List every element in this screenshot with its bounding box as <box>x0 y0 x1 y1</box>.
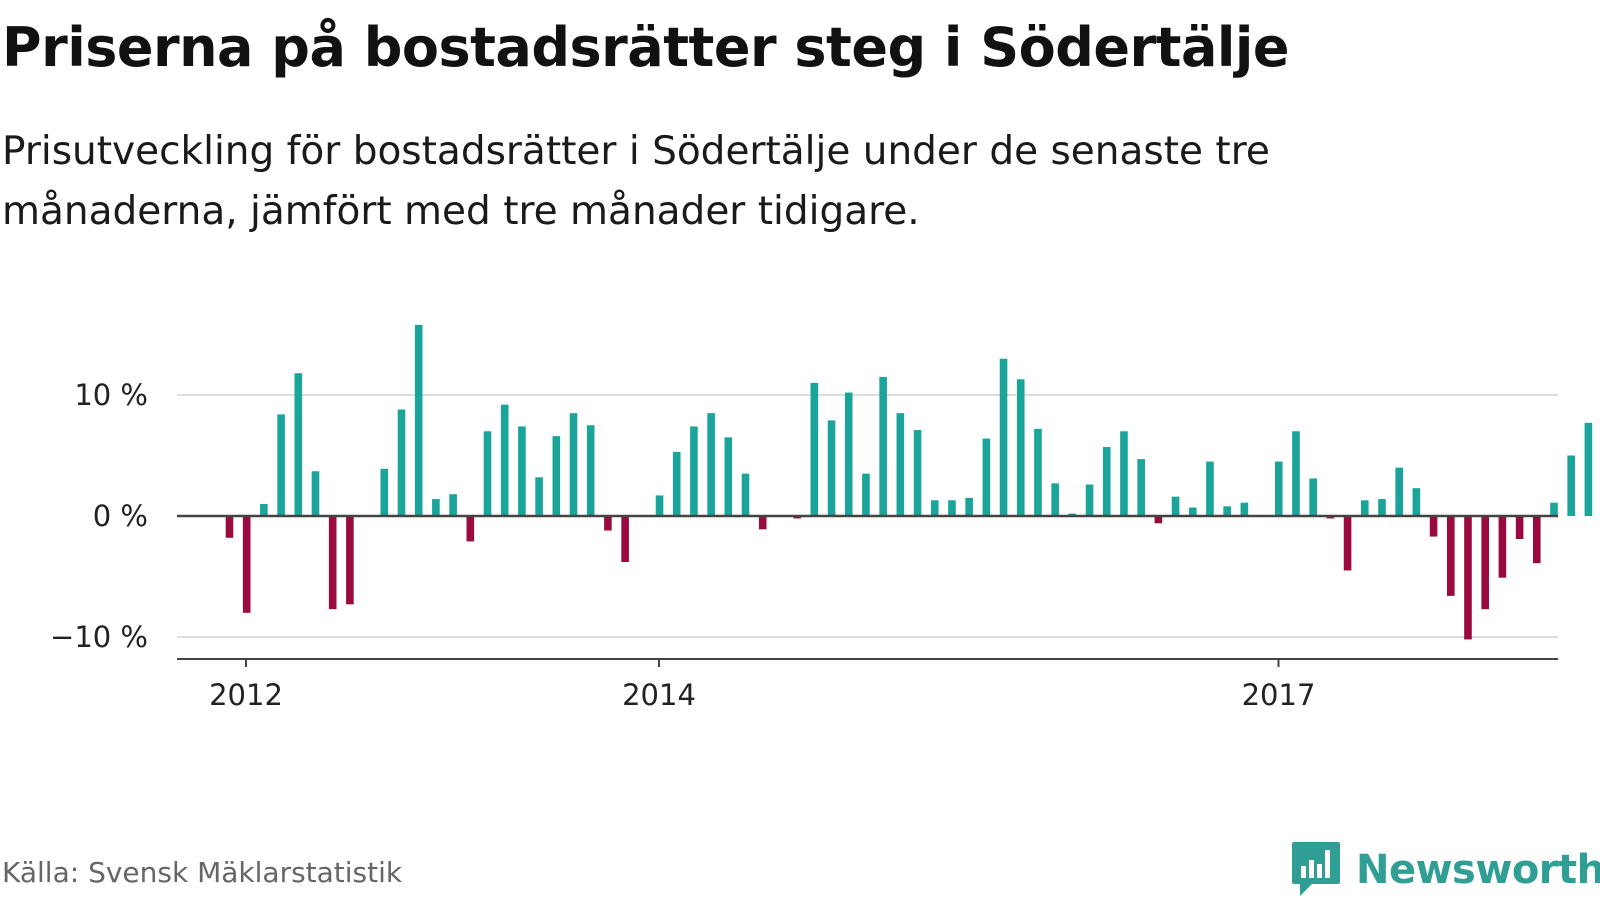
y-tick-label: −10 % <box>50 620 148 654</box>
bar <box>1188 507 1197 516</box>
labels: 10 %0 %−10 %2012201420172019202220246 % <box>50 378 1316 712</box>
bar <box>1051 483 1059 516</box>
bar <box>724 437 733 516</box>
bar <box>414 324 423 516</box>
bar <box>260 503 268 516</box>
axes <box>177 514 1558 667</box>
bar <box>569 413 578 516</box>
bar <box>1446 516 1455 596</box>
bar <box>913 430 922 516</box>
gridlines <box>177 394 1558 638</box>
bar <box>552 436 561 516</box>
bar <box>328 516 337 610</box>
bar <box>999 358 1008 516</box>
bar <box>1395 467 1403 516</box>
source-note: Källa: Svensk Mäklarstatistik <box>2 856 403 889</box>
bar <box>294 373 303 516</box>
bar <box>1223 506 1231 516</box>
bar <box>827 420 836 516</box>
bar <box>1584 422 1593 516</box>
bar <box>1102 447 1111 516</box>
bar <box>862 473 870 516</box>
bar <box>449 494 457 516</box>
bar <box>1498 516 1507 578</box>
bar <box>1240 502 1249 516</box>
newsworthy-logo-icon <box>1292 842 1340 896</box>
bar <box>621 516 629 562</box>
bar <box>1085 484 1094 516</box>
bar <box>1532 516 1541 564</box>
bar <box>1034 428 1042 516</box>
bar <box>397 409 406 516</box>
chart-title: Priserna på bostadsrätter steg i Södertä… <box>2 16 1290 79</box>
bar <box>1481 516 1489 610</box>
bar <box>586 425 595 516</box>
bar <box>1137 459 1145 516</box>
bar <box>1464 516 1472 640</box>
bar <box>518 426 526 516</box>
bar <box>1360 500 1369 516</box>
bar <box>930 500 939 516</box>
bar <box>844 392 853 516</box>
bar <box>1292 431 1300 516</box>
bar <box>982 438 991 516</box>
bar <box>466 516 475 542</box>
bar <box>965 497 973 516</box>
brand-name: Newsworthy <box>1356 847 1600 893</box>
bar <box>1378 499 1386 516</box>
bar <box>604 516 612 531</box>
bar <box>1429 516 1438 537</box>
bar <box>432 499 440 516</box>
bar <box>1206 461 1214 516</box>
bar <box>1274 461 1283 516</box>
bar <box>500 404 509 516</box>
bar <box>1309 478 1317 516</box>
bar <box>707 413 715 516</box>
bar <box>879 376 887 516</box>
bar <box>810 382 819 516</box>
bar <box>948 500 956 516</box>
bar <box>483 431 492 516</box>
bar <box>1343 516 1352 571</box>
x-tick-label: 2012 <box>209 678 283 712</box>
bar <box>1515 516 1524 539</box>
bar <box>346 516 354 605</box>
bar <box>758 516 767 530</box>
bar <box>311 471 320 516</box>
bar <box>535 477 543 516</box>
bar <box>1171 496 1180 516</box>
bars <box>225 324 1593 640</box>
bar <box>1120 431 1128 516</box>
bar <box>277 414 285 516</box>
bar <box>896 413 905 516</box>
x-tick-label: 2017 <box>1242 678 1316 712</box>
bar <box>672 451 681 516</box>
y-tick-label: 10 % <box>74 378 148 412</box>
brand[interactable]: Newsworthy <box>1290 840 1600 900</box>
bar <box>690 426 698 516</box>
bar <box>1412 488 1421 516</box>
bar <box>1154 516 1163 524</box>
bar <box>380 468 389 516</box>
bar <box>655 495 664 516</box>
bar <box>741 473 750 516</box>
y-tick-label: 0 % <box>93 499 148 533</box>
x-tick-label: 2014 <box>622 678 696 712</box>
bar <box>1567 455 1575 516</box>
chart-subtitle: Prisutveckling för bostadsrätter i Söder… <box>2 129 1270 234</box>
bar <box>1550 502 1558 516</box>
bar <box>225 516 234 538</box>
bar <box>242 516 251 613</box>
bar-chart: 10 %0 %−10 %2012201420172019202220246 % <box>50 324 1593 712</box>
bar <box>1016 379 1025 516</box>
